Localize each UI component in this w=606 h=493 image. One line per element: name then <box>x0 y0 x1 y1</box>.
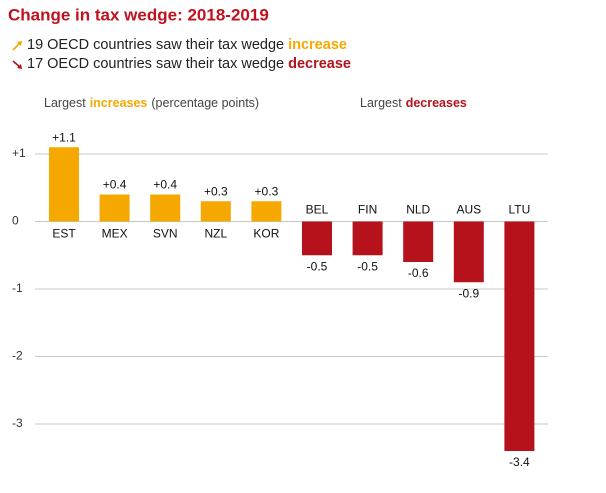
bar <box>49 147 79 222</box>
bar <box>504 221 535 451</box>
group-text: Largest <box>44 96 86 110</box>
value-label: +0.4 <box>103 178 127 192</box>
x-tick-label: SVN <box>153 227 178 241</box>
bar <box>352 221 383 256</box>
group-label: Largest decreases <box>360 96 467 110</box>
x-tick-label: MEX <box>102 227 128 241</box>
y-tick-label: -2 <box>12 349 23 363</box>
y-tick-label: +1 <box>12 146 26 160</box>
increase-arrowhead <box>17 41 22 46</box>
note-arrows <box>12 41 22 69</box>
x-tick-label: NLD <box>406 203 430 217</box>
x-tick-label: FIN <box>358 203 377 217</box>
bar <box>251 201 282 222</box>
x-tick-label: AUS <box>456 203 481 217</box>
y-tick-label: -1 <box>12 281 23 295</box>
note: 19 OECD countries saw their tax wedge inc… <box>27 37 347 53</box>
chart-title: Change in tax wedge: 2018-2019 <box>8 5 269 24</box>
value-label: +0.3 <box>255 184 279 198</box>
value-label: -0.9 <box>458 286 479 300</box>
y-tick-label: -3 <box>12 416 23 430</box>
bar <box>403 221 434 262</box>
group-highlight: decreases <box>406 96 467 110</box>
bar <box>150 194 181 222</box>
value-label: -0.6 <box>408 266 429 280</box>
bar <box>453 221 484 283</box>
group-highlight: increases <box>90 96 148 110</box>
group-suffix: (percentage points) <box>151 96 259 110</box>
value-label: +1.1 <box>52 130 76 144</box>
y-tick-label: 0 <box>12 214 19 228</box>
note-text: 17 OECD countries saw their tax wedge <box>27 56 284 72</box>
note: 17 OECD countries saw their tax wedge dec… <box>27 56 351 72</box>
group-label: Largest increases (percentage points) <box>44 96 259 110</box>
group-text: Largest <box>360 96 402 110</box>
x-tick-label: LTU <box>509 203 531 217</box>
x-tick-label: NZL <box>204 227 227 241</box>
value-label: +0.3 <box>204 184 228 198</box>
x-tick-label: EST <box>52 227 76 241</box>
note-highlight: decrease <box>288 56 351 72</box>
value-label: +0.4 <box>153 178 177 192</box>
x-tick-label: BEL <box>306 203 329 217</box>
note-highlight: increase <box>288 37 347 53</box>
x-tick-label: KOR <box>253 227 279 241</box>
bar <box>200 201 231 222</box>
value-label: -0.5 <box>357 259 378 273</box>
decrease-arrowhead <box>17 64 22 69</box>
value-label: -3.4 <box>509 455 530 469</box>
bar <box>302 221 332 256</box>
value-label: -0.5 <box>307 259 328 273</box>
note-text: 19 OECD countries saw their tax wedge <box>27 37 284 53</box>
bar <box>99 194 130 222</box>
